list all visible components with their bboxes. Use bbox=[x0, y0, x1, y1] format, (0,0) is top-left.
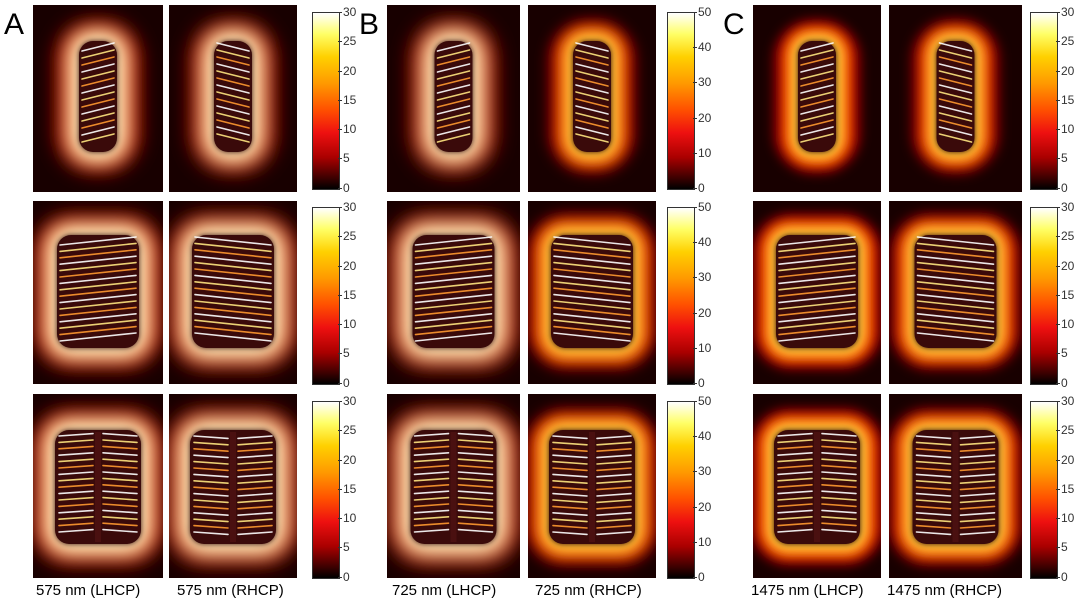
field-map-tile-a-rhcp-row1 bbox=[169, 5, 297, 192]
field-map-tile-c-lhcp-row2 bbox=[753, 201, 881, 384]
colorbar-tick: 20 bbox=[1055, 259, 1075, 273]
colorbar-tick: 0 bbox=[693, 376, 705, 390]
colorbar-tick: 10 bbox=[337, 511, 357, 525]
caption-b-lhcp: 725 nm (LHCP) bbox=[392, 582, 497, 599]
colorbar-tick: 30 bbox=[692, 75, 712, 89]
field-map-tile-a-lhcp-row1 bbox=[33, 5, 163, 192]
colorbar-tick: 0 bbox=[693, 570, 705, 584]
colorbar-tick: 25 bbox=[1055, 229, 1075, 243]
colorbar-tick: 20 bbox=[1055, 64, 1075, 78]
caption-b-rhcp: 725 nm (RHCP) bbox=[535, 582, 642, 599]
panel-label-b: B bbox=[359, 8, 380, 41]
colorbar-tick: 0 bbox=[338, 181, 350, 195]
colorbar-tick: 10 bbox=[1055, 511, 1075, 525]
field-map-tile-c-rhcp-row3 bbox=[889, 394, 1022, 578]
colorbar-tick: 20 bbox=[692, 500, 712, 514]
colorbar-tick: 5 bbox=[338, 151, 350, 165]
colorbar-tick: 5 bbox=[1056, 346, 1068, 360]
colorbar-tick: 10 bbox=[692, 535, 712, 549]
colorbar-tick: 10 bbox=[1055, 317, 1075, 331]
colorbar-tick: 5 bbox=[338, 540, 350, 554]
colorbar-tick: 0 bbox=[338, 570, 350, 584]
colorbar-tick: 15 bbox=[337, 288, 357, 302]
colorbar-tick: 10 bbox=[337, 317, 357, 331]
field-map-tile-b-rhcp-row1 bbox=[528, 5, 656, 192]
colorbar-tick: 15 bbox=[337, 93, 357, 107]
colorbar-tick: 30 bbox=[337, 200, 357, 214]
colorbar-tick: 30 bbox=[1055, 394, 1075, 408]
colorbar-tick: 40 bbox=[692, 235, 712, 249]
colorbar-tick: 0 bbox=[1056, 570, 1068, 584]
colorbar-tick: 20 bbox=[337, 259, 357, 273]
caption-a-rhcp: 575 nm (RHCP) bbox=[177, 582, 284, 599]
field-map-tile-c-lhcp-row3 bbox=[753, 394, 881, 578]
colorbar-tick: 25 bbox=[1055, 34, 1075, 48]
colorbar-tick: 15 bbox=[1055, 288, 1075, 302]
colorbar-tick: 25 bbox=[1055, 423, 1075, 437]
field-map-tile-a-lhcp-row2 bbox=[33, 201, 163, 384]
colorbar-tick: 5 bbox=[338, 346, 350, 360]
field-map-tile-b-lhcp-row3 bbox=[387, 394, 520, 578]
colorbar-tick: 20 bbox=[337, 64, 357, 78]
field-map-tile-c-rhcp-row1 bbox=[889, 5, 1022, 192]
colorbar-tick: 40 bbox=[692, 40, 712, 54]
caption-c-lhcp: 1475 nm (LHCP) bbox=[751, 582, 864, 599]
colorbar-tick: 10 bbox=[337, 122, 357, 136]
field-map-tile-a-lhcp-row3 bbox=[33, 394, 163, 578]
colorbar-tick: 25 bbox=[337, 423, 357, 437]
colorbar-tick: 25 bbox=[337, 229, 357, 243]
colorbar-tick: 0 bbox=[1056, 376, 1068, 390]
colorbar-tick: 30 bbox=[337, 394, 357, 408]
colorbar-tick: 15 bbox=[337, 482, 357, 496]
colorbar-tick: 15 bbox=[1055, 93, 1075, 107]
colorbar-tick: 5 bbox=[1056, 151, 1068, 165]
colorbar-tick: 20 bbox=[1055, 453, 1075, 467]
colorbar-tick: 50 bbox=[692, 5, 712, 19]
colorbar-tick: 30 bbox=[692, 464, 712, 478]
colorbar-tick: 50 bbox=[692, 200, 712, 214]
panel-label-a: A bbox=[4, 8, 25, 41]
field-map-tile-c-lhcp-row1 bbox=[753, 5, 881, 192]
field-map-tile-b-lhcp-row2 bbox=[387, 201, 520, 384]
colorbar-tick: 0 bbox=[1056, 181, 1068, 195]
colorbar-tick: 0 bbox=[693, 181, 705, 195]
colorbar-tick: 10 bbox=[692, 146, 712, 160]
colorbar-tick: 10 bbox=[1055, 122, 1075, 136]
colorbar-tick: 30 bbox=[337, 5, 357, 19]
field-map-tile-b-lhcp-row1 bbox=[387, 5, 520, 192]
colorbar-tick: 25 bbox=[337, 34, 357, 48]
colorbar-tick: 50 bbox=[692, 394, 712, 408]
colorbar-tick: 20 bbox=[692, 306, 712, 320]
panel-label-c: C bbox=[723, 8, 745, 41]
field-map-tile-a-rhcp-row2 bbox=[169, 201, 297, 384]
colorbar-tick: 30 bbox=[1055, 5, 1075, 19]
colorbar-tick: 15 bbox=[1055, 482, 1075, 496]
colorbar-tick: 10 bbox=[692, 341, 712, 355]
field-map-tile-c-rhcp-row2 bbox=[889, 201, 1022, 384]
caption-c-rhcp: 1475 nm (RHCP) bbox=[887, 582, 1003, 599]
field-map-tile-b-rhcp-row3 bbox=[528, 394, 656, 578]
field-map-tile-b-rhcp-row2 bbox=[528, 201, 656, 384]
field-map-tile-a-rhcp-row3 bbox=[169, 394, 297, 578]
colorbar-tick: 30 bbox=[692, 270, 712, 284]
colorbar-tick: 0 bbox=[338, 376, 350, 390]
colorbar-tick: 20 bbox=[692, 111, 712, 125]
colorbar-tick: 20 bbox=[337, 453, 357, 467]
caption-a-lhcp: 575 nm (LHCP) bbox=[36, 582, 141, 599]
colorbar-tick: 5 bbox=[1056, 540, 1068, 554]
colorbar-tick: 40 bbox=[692, 429, 712, 443]
colorbar-tick: 30 bbox=[1055, 200, 1075, 214]
